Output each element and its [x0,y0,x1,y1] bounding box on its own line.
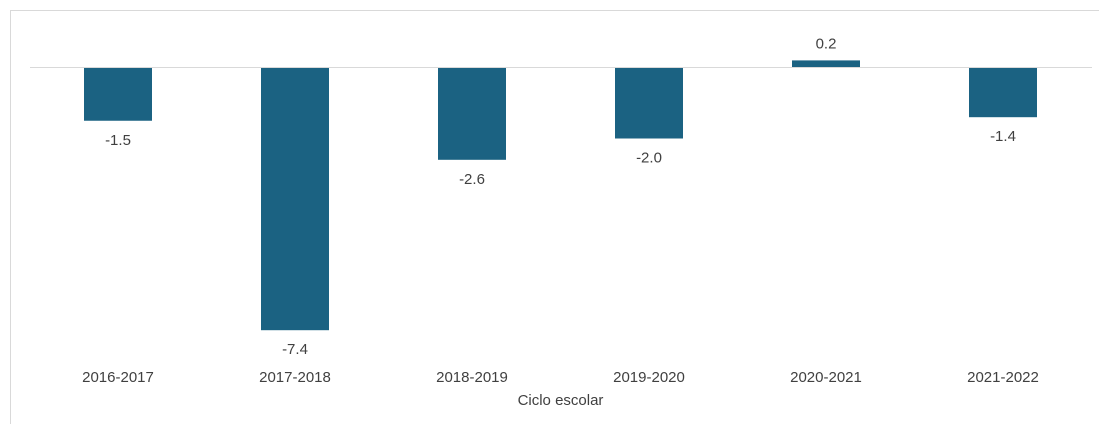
bar-2019-2020 [615,67,683,139]
bar-2021-2022 [969,67,1037,118]
bar-2020-2021 [792,60,860,68]
category-label-2019-2020: 2019-2020 [613,369,685,386]
category-label-2016-2017: 2016-2017 [82,369,154,386]
data-labels-group: -1.5 -7.4 -2.6 -2.0 0.2 -1.4 [105,35,1016,358]
bar-2017-2018 [261,67,329,331]
category-label-2021-2022: 2021-2022 [967,369,1039,386]
data-label-2018-2019: -2.6 [459,171,485,188]
category-labels-group: 2016-2017 2017-2018 2018-2019 2019-2020 2020… [82,369,1039,386]
chart-frame [10,10,1099,424]
data-label-2021-2022: -1.4 [990,128,1016,145]
data-label-2016-2017: -1.5 [105,132,131,149]
data-label-2017-2018: -7.4 [282,341,308,358]
category-label-2018-2019: 2018-2019 [436,369,508,386]
x-axis-title: Ciclo escolar [518,392,604,409]
bar-2018-2019 [438,67,506,160]
bar-2016-2017 [84,67,152,121]
data-label-2019-2020: -2.0 [636,150,662,167]
category-label-2017-2018: 2017-2018 [259,369,331,386]
bars-group [84,60,1037,331]
data-label-2020-2021: 0.2 [816,35,837,52]
category-label-2020-2021: 2020-2021 [790,369,862,386]
